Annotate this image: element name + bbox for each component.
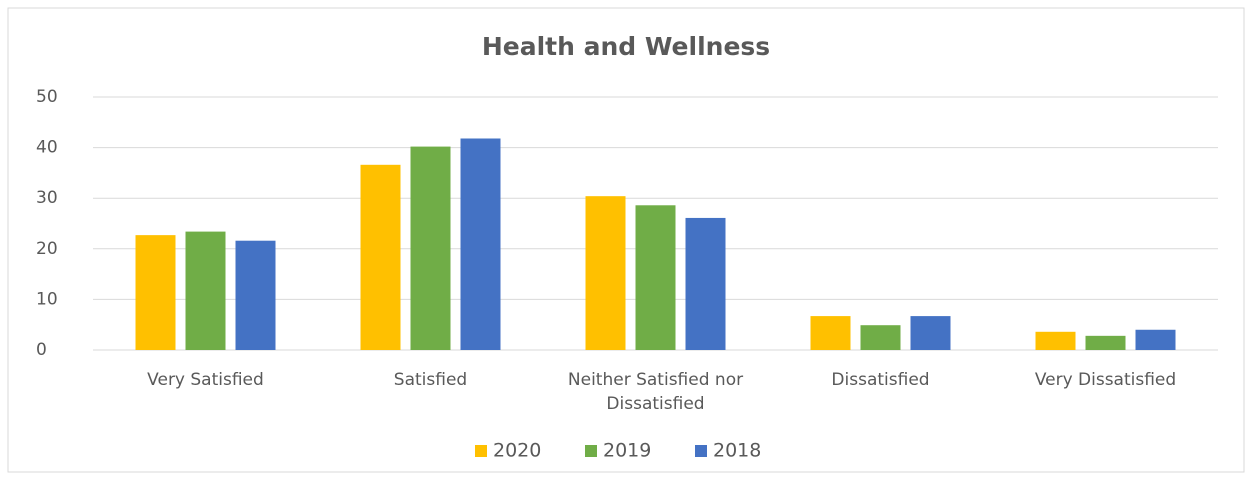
- bar: [360, 164, 401, 350]
- y-tick-label: 50: [36, 87, 58, 107]
- bar: [185, 231, 226, 350]
- bar: [135, 235, 176, 350]
- x-tick-label: Very Satisfied: [147, 370, 264, 390]
- y-tick-label: 10: [36, 289, 58, 309]
- legend-label: 2019: [603, 440, 651, 462]
- legend-swatch: [475, 445, 487, 457]
- y-tick-label: 0: [36, 340, 47, 360]
- chart-title: Health and Wellness: [482, 32, 770, 61]
- bar: [910, 316, 951, 350]
- legend-label: 2018: [713, 440, 761, 462]
- x-tick-label: Dissatisfied: [831, 370, 930, 390]
- bar: [460, 138, 501, 350]
- bar: [1135, 329, 1176, 350]
- bar: [635, 205, 676, 350]
- bar: [585, 196, 626, 350]
- y-tick-label: 20: [36, 239, 58, 259]
- bar: [235, 240, 276, 350]
- legend-swatch: [695, 445, 707, 457]
- bar: [810, 316, 851, 350]
- bar: [410, 146, 451, 350]
- legend-label: 2020: [493, 440, 541, 462]
- y-tick-label: 40: [36, 138, 58, 158]
- x-tick-label: Very Dissatisfied: [1034, 370, 1177, 390]
- x-tick-label: Satisfied: [393, 370, 468, 390]
- bar: [685, 217, 726, 350]
- bar: [1085, 335, 1126, 350]
- bar: [1035, 331, 1076, 350]
- legend-swatch: [585, 445, 597, 457]
- y-tick-label: 30: [36, 188, 58, 208]
- bar: [860, 325, 901, 350]
- x-tick-label: Neither Satisfied nor Dissatisfied: [567, 370, 744, 414]
